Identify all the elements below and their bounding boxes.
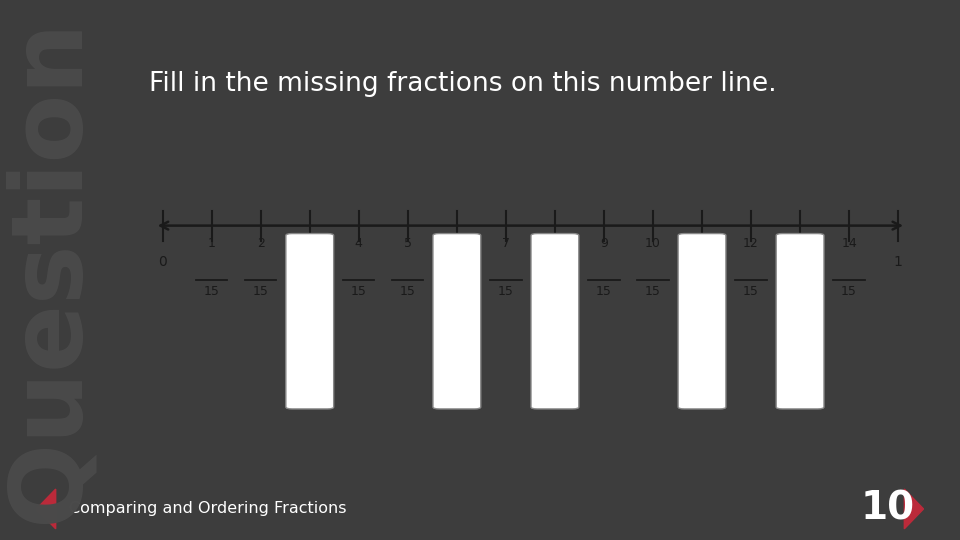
Text: 7: 7 <box>502 238 510 251</box>
Polygon shape <box>36 489 56 529</box>
Text: 14: 14 <box>841 238 857 251</box>
Text: 15: 15 <box>350 285 367 298</box>
Text: 15: 15 <box>841 285 857 298</box>
Text: 15: 15 <box>252 285 269 298</box>
Text: Fill in the missing fractions on this number line.: Fill in the missing fractions on this nu… <box>149 71 777 97</box>
Text: 2: 2 <box>256 238 265 251</box>
Text: 4: 4 <box>355 238 363 251</box>
Text: 15: 15 <box>645 285 660 298</box>
Text: 15: 15 <box>498 285 514 298</box>
Text: 10: 10 <box>861 490 915 528</box>
Text: 15: 15 <box>400 285 416 298</box>
Text: 5: 5 <box>404 238 412 251</box>
Text: 1: 1 <box>894 255 902 269</box>
Text: Question: Question <box>1 17 99 523</box>
Text: 9: 9 <box>600 238 608 251</box>
Text: 15: 15 <box>596 285 612 298</box>
FancyBboxPatch shape <box>776 234 824 409</box>
Polygon shape <box>904 489 924 529</box>
FancyBboxPatch shape <box>531 234 579 409</box>
Text: 15: 15 <box>743 285 759 298</box>
FancyBboxPatch shape <box>433 234 481 409</box>
Text: 12: 12 <box>743 238 759 251</box>
FancyBboxPatch shape <box>678 234 726 409</box>
Text: 15: 15 <box>204 285 220 298</box>
Text: 1: 1 <box>207 238 216 251</box>
Text: 10: 10 <box>645 238 660 251</box>
Text: 0: 0 <box>158 255 167 269</box>
Text: Comparing and Ordering Fractions: Comparing and Ordering Fractions <box>69 502 347 516</box>
FancyBboxPatch shape <box>286 234 334 409</box>
